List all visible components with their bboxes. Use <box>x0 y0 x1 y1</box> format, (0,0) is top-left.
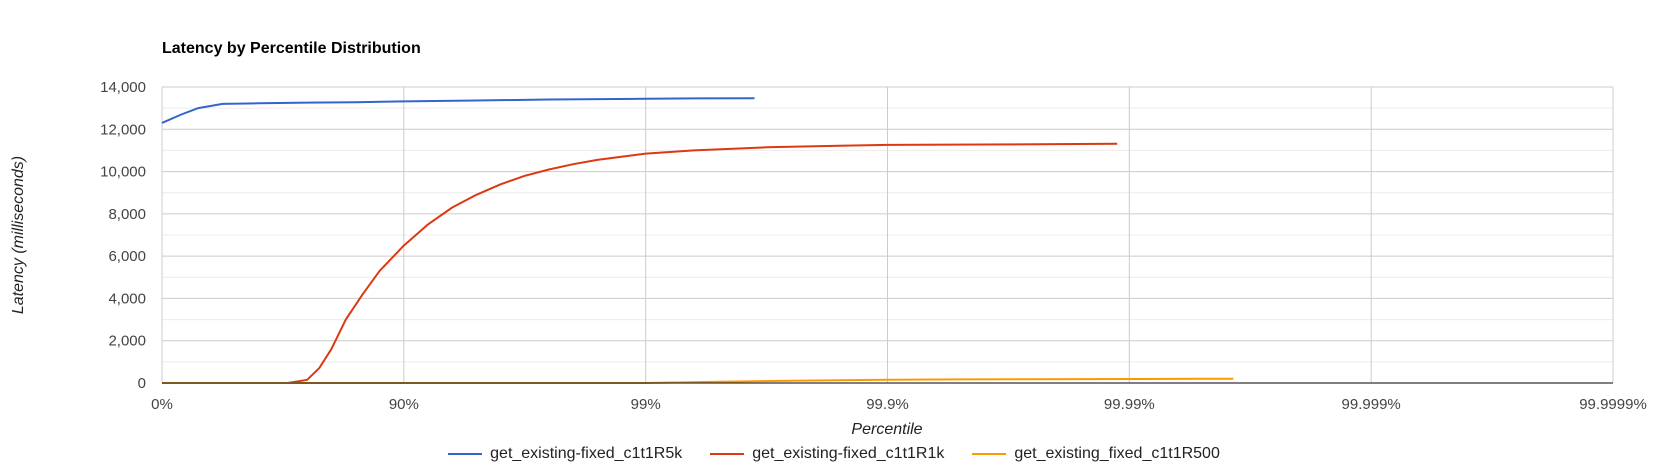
series-line-get_existing_fixed_c1t1R500 <box>162 377 1234 384</box>
series-line-get_existing-fixed_c1t1R1k <box>162 142 1118 384</box>
major-grid <box>161 86 1614 383</box>
y-tick-label: 2,000 <box>108 333 146 350</box>
y-tick-label: 6,000 <box>108 248 146 265</box>
x-axis-title: Percentile <box>851 421 922 438</box>
legend-swatch <box>710 453 745 455</box>
x-tick-label: 99.9% <box>866 396 909 413</box>
x-tick-label: 0% <box>151 396 173 413</box>
legend-item: get_existing-fixed_c1t1R5k <box>448 445 682 463</box>
y-tick-label: 0 <box>138 375 146 392</box>
legend-swatch <box>972 453 1007 455</box>
y-tick-label: 10,000 <box>100 164 146 181</box>
chart-area: 02,0004,0006,0008,00010,00012,00014,000 … <box>10 79 1647 438</box>
x-tick-label: 90% <box>389 396 419 413</box>
y-tick-label: 14,000 <box>100 79 146 96</box>
x-axis-ticks: 0% 90% 99% 99.9% 99.99% 99.999% 99.9999% <box>151 396 1647 413</box>
x-tick-label: 99.9999% <box>1579 396 1647 413</box>
series-line-get_existing-fixed_c1t1R5k <box>161 97 755 124</box>
legend-label: get_existing-fixed_c1t1R1k <box>752 445 945 462</box>
y-tick-label: 8,000 <box>108 206 146 223</box>
x-tick-label: 99.999% <box>1342 396 1401 413</box>
y-axis-ticks: 0 2,000 4,000 6,000 8,000 10,000 12,000 14,000 <box>100 79 146 392</box>
y-axis-title: Latency (milliseconds) <box>10 156 27 314</box>
legend-item: get_existing-fixed_c1t1R1k <box>710 445 944 463</box>
y-tick-label: 12,000 <box>100 121 146 138</box>
y-tick-label: 4,000 <box>108 290 146 307</box>
legend: get_existing-fixed_c1t1R5k get_existing-f… <box>0 445 1668 463</box>
x-tick-label: 99% <box>631 396 661 413</box>
chart-title: Latency by Percentile Distribution <box>162 40 421 57</box>
legend-swatch <box>448 453 483 455</box>
x-tick-label: 99.99% <box>1104 396 1155 413</box>
legend-label: get_existing-fixed_c1t1R5k <box>490 445 683 462</box>
legend-label: get_existing_fixed_c1t1R500 <box>1014 445 1220 462</box>
legend-item: get_existing_fixed_c1t1R500 <box>972 445 1220 463</box>
